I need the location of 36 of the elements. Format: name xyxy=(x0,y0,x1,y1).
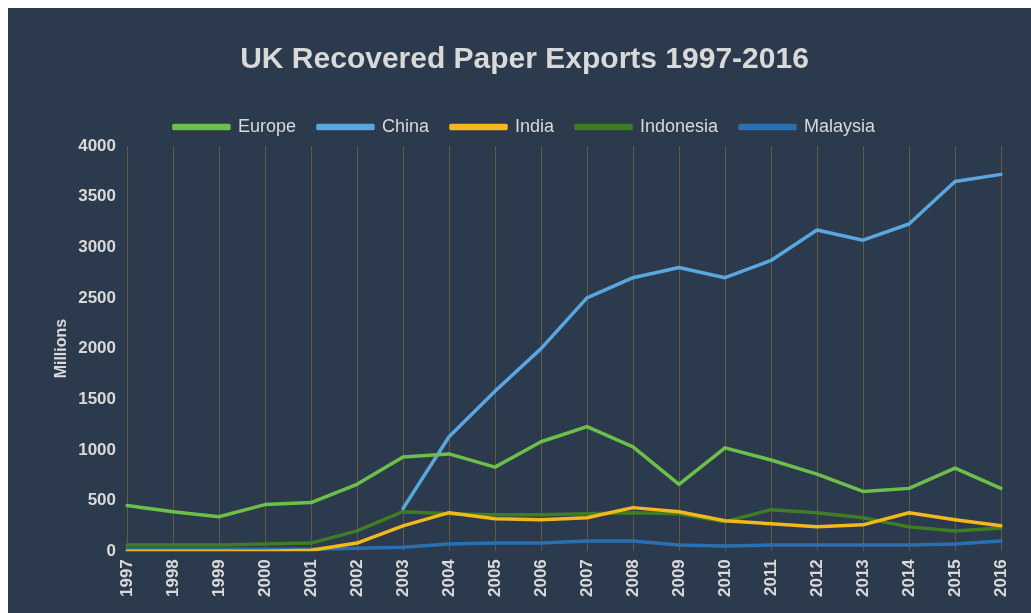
y-tick-label: 4000 xyxy=(78,135,117,155)
y-tick-label: 0 xyxy=(106,540,117,560)
x-tick-label: 2007 xyxy=(576,559,596,598)
x-tick-label: 1997 xyxy=(116,559,136,598)
x-tick-label: 2009 xyxy=(668,559,688,598)
x-tick-label: 2003 xyxy=(392,559,412,598)
x-tick-label: 2008 xyxy=(622,559,642,598)
x-tick-label: 2013 xyxy=(852,559,872,598)
y-tick-label: 1500 xyxy=(78,388,117,408)
legend-label: Europe xyxy=(237,115,296,136)
x-tick-label: 2011 xyxy=(760,559,780,597)
legend-label: Malaysia xyxy=(804,115,877,136)
x-tick-label: 2012 xyxy=(806,559,826,598)
legend-label: Indonesia xyxy=(640,115,720,136)
x-tick-label: 1998 xyxy=(162,559,182,598)
legend-label: China xyxy=(381,115,430,136)
y-tick-label: 1000 xyxy=(78,439,117,459)
y-tick-label: 2000 xyxy=(78,338,117,358)
x-tick-label: 1999 xyxy=(208,559,228,598)
x-tick-label: 2002 xyxy=(346,559,366,598)
x-tick-label: 2014 xyxy=(898,558,918,598)
y-tick-label: 3000 xyxy=(78,236,117,256)
x-tick-label: 2015 xyxy=(944,559,964,598)
x-tick-label: 2005 xyxy=(484,559,504,598)
x-tick-label: 2006 xyxy=(530,559,550,598)
chart-title: UK Recovered Paper Exports 1997-2016 xyxy=(240,41,809,75)
y-tick-label: 500 xyxy=(87,490,117,510)
legend-label: India xyxy=(514,115,555,136)
x-tick-label: 2010 xyxy=(714,559,734,598)
x-tick-label: 2016 xyxy=(990,559,1010,598)
x-tick-label: 2000 xyxy=(254,559,274,598)
y-tick-label: 2500 xyxy=(78,287,117,307)
y-axis-title: Millions xyxy=(52,318,70,379)
x-tick-label: 2001 xyxy=(300,559,320,598)
x-tick-label: 2004 xyxy=(438,558,458,598)
y-tick-label: 3500 xyxy=(78,186,117,206)
